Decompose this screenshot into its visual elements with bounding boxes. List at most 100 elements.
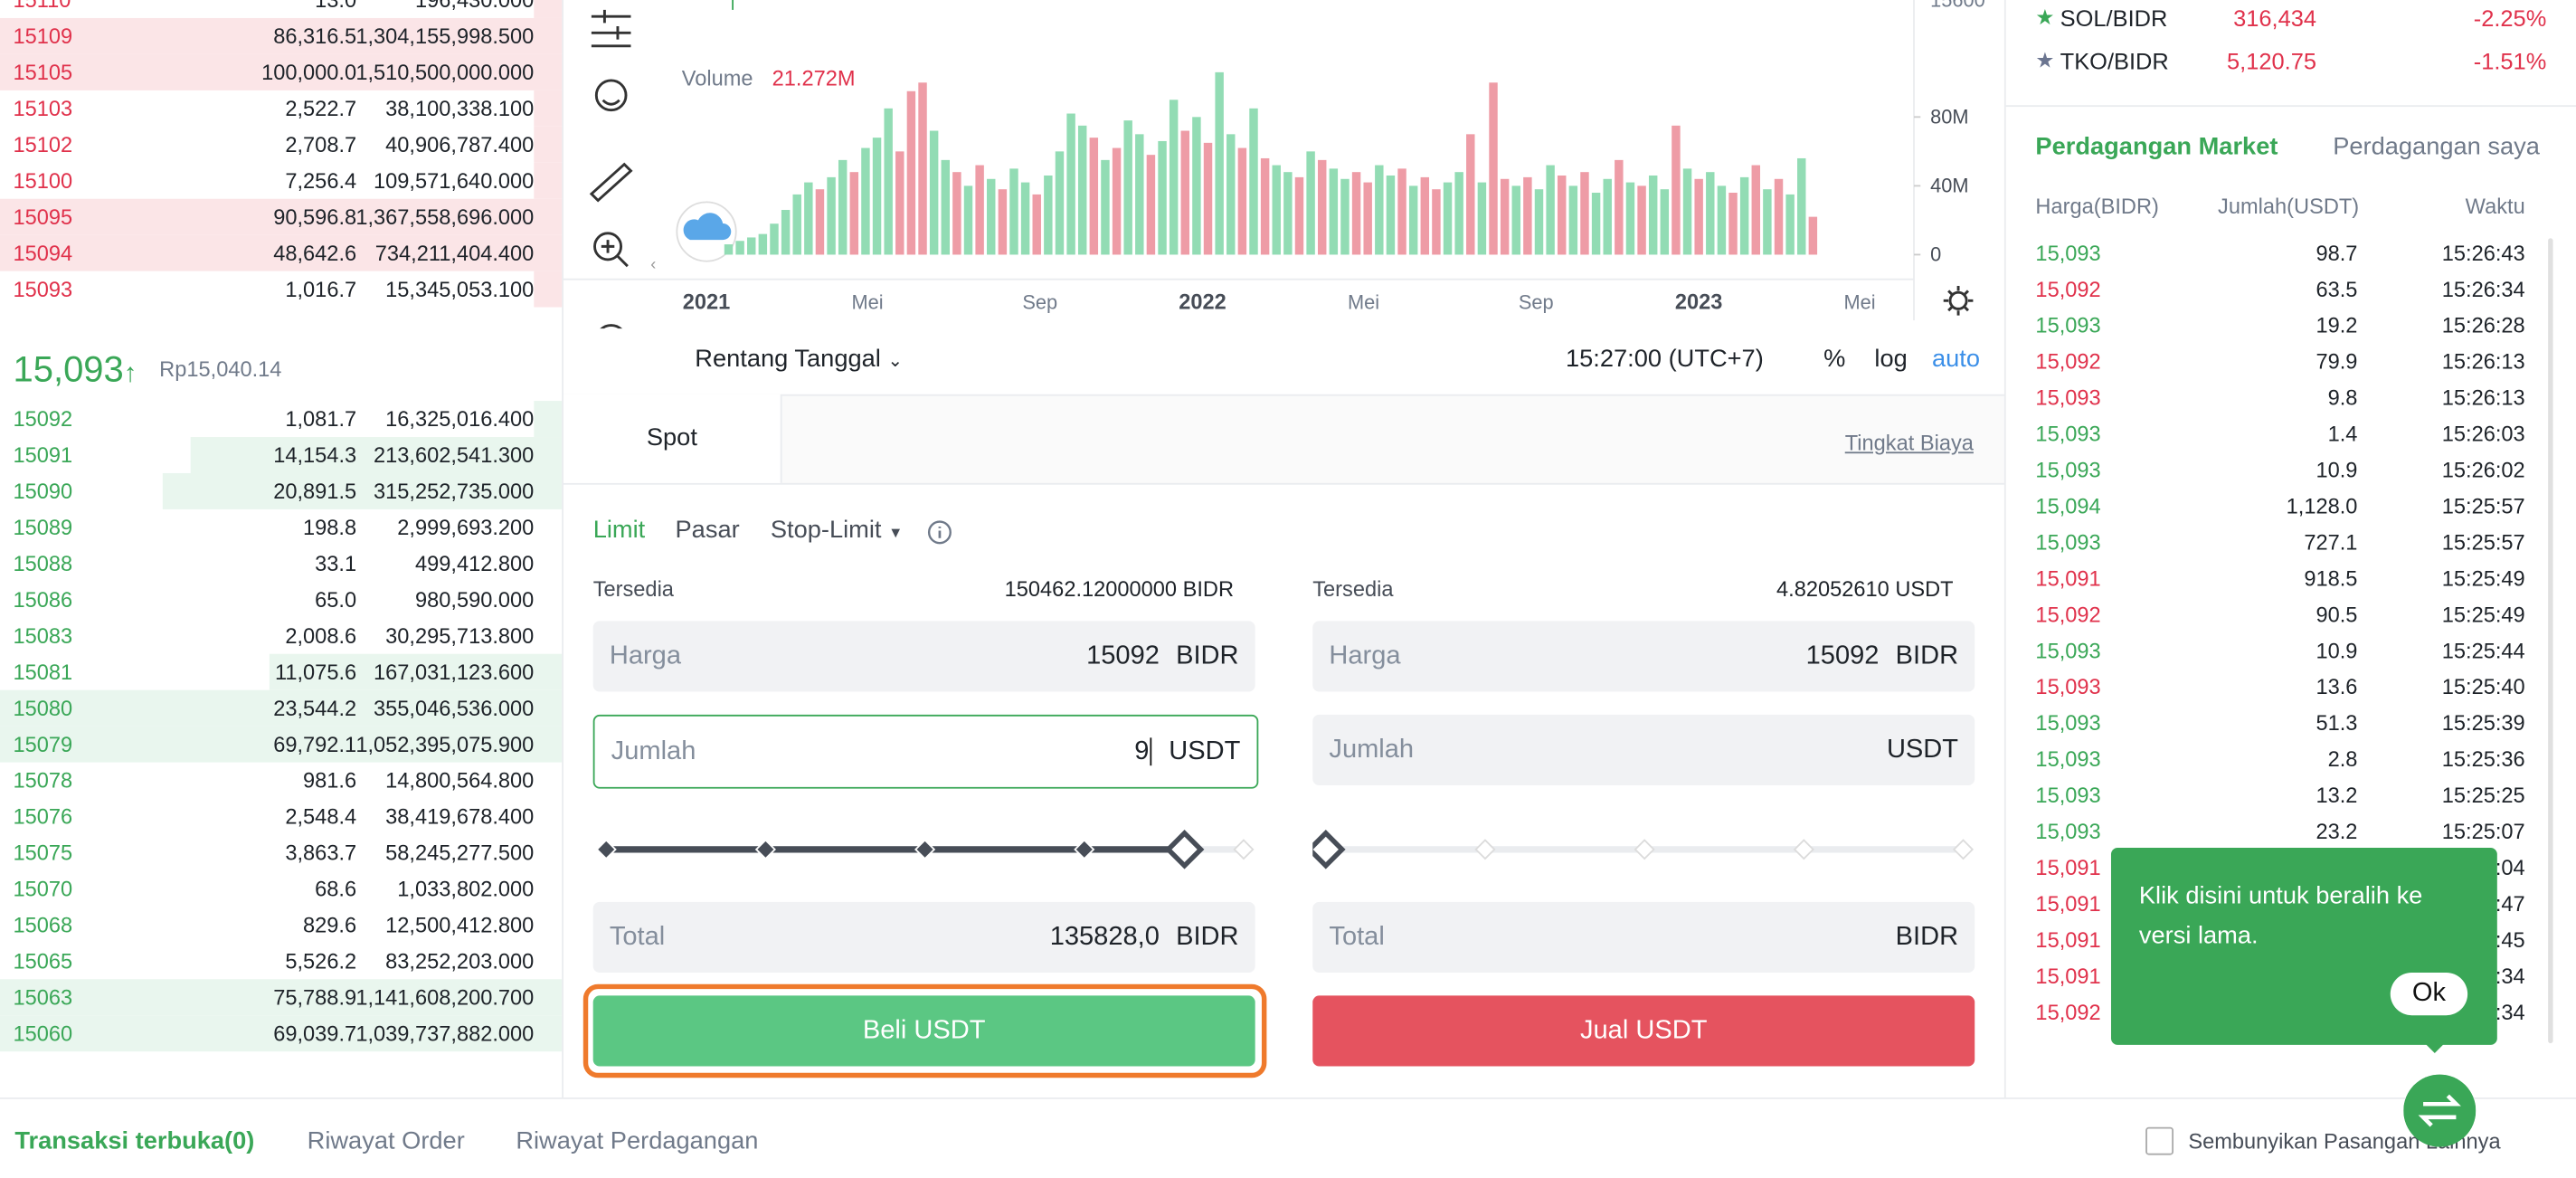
order-row: 15110 13.0 196,430.000 xyxy=(0,0,563,18)
input-value: 15092 BIDR xyxy=(1086,641,1238,671)
volume-bar xyxy=(1466,134,1475,255)
volume-bar xyxy=(1363,182,1372,255)
total: 14,800,564.800 xyxy=(385,767,535,793)
chevron: ⌄ xyxy=(887,351,904,372)
amount-input[interactable]: Jumlah 9 USDT xyxy=(592,714,1259,789)
depth-bar xyxy=(534,126,563,163)
trade-price: 15,093 xyxy=(2035,385,2101,411)
date-range-button[interactable]: Rentang Tanggal ⌄ xyxy=(695,345,903,373)
y-tick-label: 80M xyxy=(1930,106,1968,128)
price: 15076 xyxy=(13,803,73,830)
amount: 5,526.2 xyxy=(285,948,357,974)
amount-input[interactable]: Jumlah USDT xyxy=(1312,714,1975,786)
order-type[interactable]: Limit xyxy=(592,516,646,545)
bottom-tab[interactable]: Riwayat Perdagangan xyxy=(516,1126,759,1155)
total: 38,419,678.400 xyxy=(385,803,535,830)
volume-bar xyxy=(1294,176,1304,255)
volume-bar xyxy=(1432,189,1441,255)
fee-link[interactable]: Tingkat Biaya xyxy=(1844,430,1974,456)
volume-bar xyxy=(929,130,939,255)
indicator-icon[interactable] xyxy=(591,9,631,48)
toolbar-icons[interactable] xyxy=(589,9,1974,329)
auto-toggle[interactable]: auto xyxy=(1932,345,1981,374)
input-label: Harga xyxy=(1329,641,1401,670)
emoji-icon[interactable] xyxy=(594,79,628,112)
order-row: 15068 829.6 12,500,412.800 xyxy=(0,907,562,943)
info-icon[interactable] xyxy=(926,519,952,546)
bottom-tab[interactable]: Riwayat Order xyxy=(307,1126,465,1155)
unit: BIDR xyxy=(1895,922,1959,951)
chart-subtitle: 21.272M xyxy=(772,67,856,90)
total: 1,367,558,696.000 xyxy=(355,204,535,230)
x-tick-label: 2022 xyxy=(1179,290,1226,314)
amount: 829.6 xyxy=(303,912,357,937)
price-input[interactable]: Harga 15092 BIDR xyxy=(1312,621,1975,692)
price-input[interactable]: Harga 15092 BIDR xyxy=(592,621,1255,692)
trade-price: 15,093 xyxy=(2035,674,2101,699)
sell-button[interactable]: Jual USDT xyxy=(1312,995,1975,1067)
order-type[interactable]: Pasar xyxy=(675,516,740,545)
amount: 23,544.2 xyxy=(273,696,357,721)
spot-tab[interactable]: Spot xyxy=(564,394,782,483)
trades-tab[interactable]: Perdagangan Market xyxy=(2035,133,2278,161)
total-input[interactable]: Total BIDR xyxy=(1312,901,1975,974)
settings-icon[interactable] xyxy=(1948,290,1968,310)
trade-row: 15,094 1,128.0 15:25:57 xyxy=(2006,488,2548,524)
volume-bar xyxy=(1180,130,1190,255)
checkbox[interactable] xyxy=(2145,1126,2174,1155)
volume-bar xyxy=(1055,151,1065,255)
scroll-left[interactable]: ‹ xyxy=(650,255,656,273)
swap-button-top[interactable] xyxy=(2403,1074,2477,1147)
volume-bar xyxy=(1797,157,1806,255)
total-input[interactable]: Total 135828,0 BIDR xyxy=(592,901,1255,974)
volume-bar xyxy=(1500,178,1510,255)
scrollbar xyxy=(2548,238,2553,1044)
amount: 2,708.7 xyxy=(285,132,357,157)
ruler-icon[interactable] xyxy=(589,162,633,203)
amount-slider[interactable] xyxy=(1312,830,1976,869)
zoom-icon[interactable] xyxy=(593,232,623,261)
pair-change: -2.25% xyxy=(2473,5,2547,32)
pair[interactable]: SOL/BIDR xyxy=(2060,5,2168,32)
price: 15080 xyxy=(13,696,73,721)
total: 1,304,155,998.500 xyxy=(355,24,535,49)
amount: 69,039.7 xyxy=(273,1021,357,1046)
trade-time: 15:26:28 xyxy=(2441,312,2525,338)
amount: 33.1 xyxy=(315,551,357,576)
trade-price: 15,092 xyxy=(2035,999,2101,1025)
depth-bar xyxy=(270,653,563,690)
tooltip-ok[interactable]: Ok xyxy=(2390,973,2468,1016)
depth-bar xyxy=(534,401,563,438)
trade-time: 15:25:25 xyxy=(2441,783,2525,808)
trades-tab[interactable]: Perdagangan saya xyxy=(2333,133,2540,161)
order-type[interactable]: Stop-Limit ▼ xyxy=(771,516,903,544)
magnet-icon[interactable] xyxy=(596,324,626,329)
price: 15081 xyxy=(13,660,73,685)
trade-time: 15:25:07 xyxy=(2441,819,2525,844)
pair[interactable]: TKO/BIDR xyxy=(2060,47,2169,74)
buy-button[interactable]: Beli USDT xyxy=(592,995,1255,1067)
trade-time: 15:26:43 xyxy=(2441,241,2525,266)
amount: 14,154.3 xyxy=(273,442,357,468)
volume-bar xyxy=(872,138,882,255)
trade-price: 15,093 xyxy=(2035,638,2101,663)
column-header: Harga(BIDR) xyxy=(2035,194,2159,219)
volume-bar xyxy=(1615,159,1624,255)
trade-amount: 19.2 xyxy=(2316,312,2358,338)
trade-time: 15:25:57 xyxy=(2441,529,2525,555)
trade-row: 15,091:47 xyxy=(2006,886,2548,922)
price: 15095 xyxy=(13,204,73,230)
amount-slider[interactable] xyxy=(593,830,1257,869)
favorite-star: ★ xyxy=(2035,5,2055,30)
amount: 68.6 xyxy=(315,876,357,902)
trade-price: 15,091 xyxy=(2035,855,2101,880)
trade-amount: 79.9 xyxy=(2316,348,2358,375)
log-toggle[interactable]: log xyxy=(1874,345,1908,374)
trade-price: 15,093 xyxy=(2035,746,2101,772)
bottom-tab[interactable]: Transaksi terbuka(0) xyxy=(14,1126,255,1155)
volume-bar xyxy=(1489,82,1498,255)
volume-bar xyxy=(827,176,836,255)
volume-bar xyxy=(724,244,734,255)
percent-toggle[interactable]: % xyxy=(1823,345,1846,374)
volume-bar xyxy=(770,223,779,255)
